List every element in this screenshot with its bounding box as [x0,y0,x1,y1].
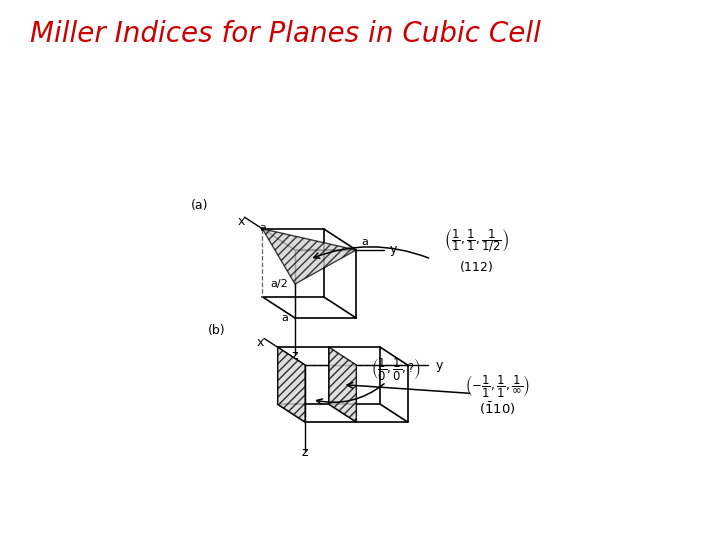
Text: a: a [259,223,266,233]
Text: (b): (b) [207,323,225,336]
Text: $\left(-\dfrac{1}{1}, \dfrac{1}{1}, \dfrac{1}{\infty}\right)$: $\left(-\dfrac{1}{1}, \dfrac{1}{1}, \dfr… [465,373,530,399]
Text: x: x [238,215,245,228]
Text: y: y [436,359,444,372]
Text: $(\bar{1}10)$: $(\bar{1}10)$ [480,400,516,417]
Text: $\left(\dfrac{1}{1}, \dfrac{1}{1}, \dfrac{1}{1/2}\right)$: $\left(\dfrac{1}{1}, \dfrac{1}{1}, \dfra… [444,228,508,254]
Text: z: z [302,446,308,459]
Text: (a): (a) [192,199,209,212]
Text: y: y [390,244,397,256]
Polygon shape [329,347,356,422]
Text: $(112)$: $(112)$ [459,259,493,273]
Polygon shape [278,347,305,422]
Text: x: x [256,336,264,349]
Text: a: a [361,237,368,247]
Polygon shape [262,229,356,284]
Text: Miller Indices for Planes in Cubic Cell: Miller Indices for Planes in Cubic Cell [30,20,541,48]
Text: a: a [281,313,288,323]
Text: a/2: a/2 [270,279,288,289]
Text: $\left(\dfrac{1}{0}, \dfrac{1}{0}, ?\right)$: $\left(\dfrac{1}{0}, \dfrac{1}{0}, ?\rig… [372,356,421,382]
Text: z: z [292,349,298,362]
